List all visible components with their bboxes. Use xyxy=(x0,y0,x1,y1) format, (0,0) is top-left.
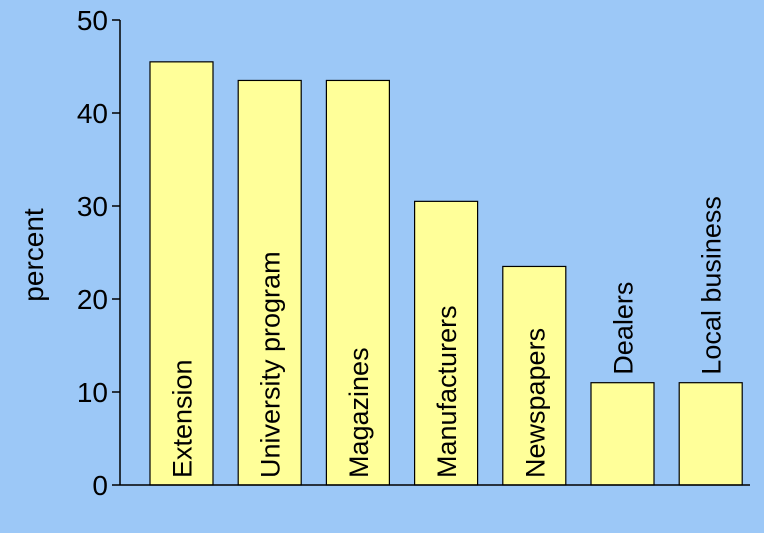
y-axis-title: percent xyxy=(18,208,49,302)
bar-label-magazines: Magazines xyxy=(344,347,374,478)
bars-group xyxy=(149,61,743,486)
y-tick-label: 10 xyxy=(77,377,108,408)
y-tick-label: 40 xyxy=(77,98,108,129)
bar-manufacturers xyxy=(414,200,479,486)
y-tick-label: 50 xyxy=(77,5,108,36)
bar-labels-group: Extension University program Magazines Manu… xyxy=(168,196,727,478)
bar-newspapers xyxy=(502,265,567,486)
bar-university-program xyxy=(237,79,302,486)
bar-label-university-program: University program xyxy=(256,251,286,478)
y-ticks-group: 0 10 20 30 40 50 xyxy=(77,5,120,501)
bar-dealers xyxy=(590,382,655,486)
bar-local-business xyxy=(678,382,743,486)
bar-label-manufacturers: Manufacturers xyxy=(432,305,462,478)
axes-group: 0 10 20 30 40 50 xyxy=(77,5,750,501)
bar-extension xyxy=(149,61,214,486)
y-tick-label: 20 xyxy=(77,284,108,315)
bar-label-dealers: Dealers xyxy=(609,282,639,375)
y-tick-label: 30 xyxy=(77,191,108,222)
bar-label-local-business: Local business xyxy=(697,196,727,375)
bar-label-extension: Extension xyxy=(168,359,198,478)
bar-label-newspapers: Newspapers xyxy=(520,328,550,478)
y-tick-label: 0 xyxy=(92,470,108,501)
bar-magazines xyxy=(325,79,390,486)
